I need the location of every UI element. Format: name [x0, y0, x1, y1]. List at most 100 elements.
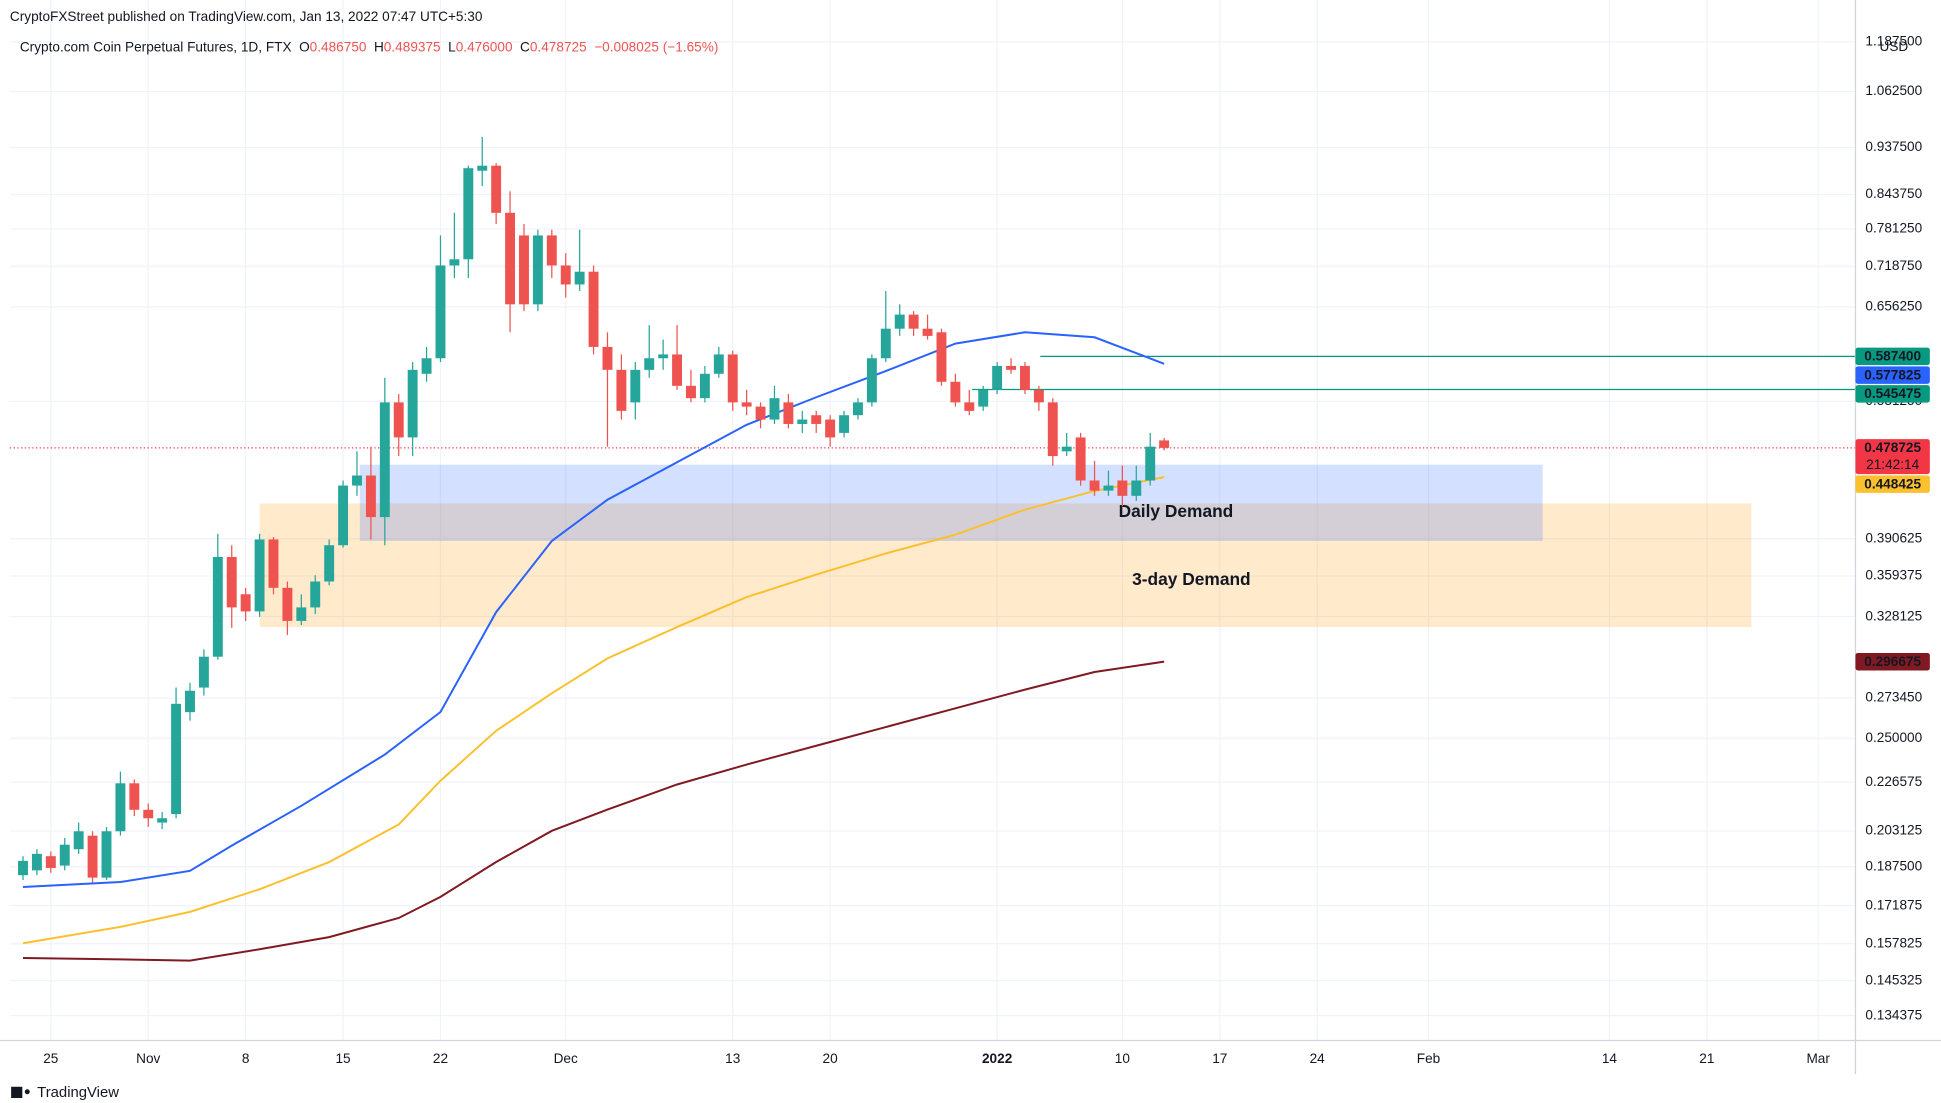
- candle-body: [1089, 480, 1100, 491]
- candle-body: [741, 402, 752, 407]
- ohlc-value: 0.476000: [456, 39, 513, 54]
- candle-body: [282, 587, 293, 621]
- candle-body: [171, 703, 182, 815]
- x-tick-label: 8: [242, 1051, 250, 1066]
- ohlc-key: L: [448, 39, 456, 54]
- y-tick-label: 0.843750: [1865, 186, 1922, 201]
- candle-body: [546, 235, 557, 266]
- candle-body: [198, 656, 209, 688]
- x-tick-label: Dec: [554, 1051, 578, 1066]
- candle-body: [769, 398, 780, 420]
- candle-body: [672, 354, 683, 386]
- candle-body: [964, 402, 975, 411]
- candle-body: [699, 373, 710, 399]
- x-tick-label: 20: [823, 1051, 839, 1066]
- candle-body: [880, 328, 891, 359]
- candle-body: [59, 844, 70, 866]
- candle-body: [950, 381, 961, 403]
- candle-body: [1075, 437, 1086, 481]
- y-tick-label: 0.273450: [1865, 690, 1922, 705]
- candle-body: [908, 314, 919, 329]
- candle-body: [1117, 480, 1128, 496]
- price-label: 0.545475: [1864, 386, 1921, 401]
- footer: TradingView: [37, 1084, 119, 1101]
- price-label-box: [1855, 475, 1930, 493]
- x-tick-label: 14: [1602, 1051, 1618, 1066]
- y-tick-label: 0.134375: [1865, 1007, 1922, 1022]
- candle-body: [435, 265, 446, 359]
- price-label: 0.587400: [1864, 349, 1921, 364]
- logo-mark: [11, 1086, 23, 1099]
- candle-body: [1047, 402, 1058, 457]
- y-tick-label: 0.187500: [1865, 858, 1922, 873]
- ohlc-value: 0.486750: [310, 39, 367, 54]
- candle-body: [588, 271, 599, 347]
- candle-body: [185, 690, 195, 713]
- price-label: 0.478725: [1864, 440, 1921, 455]
- price-label: 0.577825: [1864, 367, 1921, 382]
- currency: USD: [1880, 39, 1909, 54]
- y-tick-label: 0.226575: [1865, 774, 1922, 789]
- price-labels: 0.587400 0.577825 0.545475 0.478725 21:42:14…: [1855, 347, 1930, 671]
- candle-body: [783, 402, 794, 424]
- candle-body: [727, 354, 738, 403]
- candle-body: [379, 402, 390, 518]
- countdown: 21:42:14: [1866, 457, 1919, 472]
- price-axis-bg: [1855, 0, 1941, 1075]
- candle-body: [505, 212, 516, 305]
- candle-body: [477, 165, 488, 171]
- candle-body: [407, 369, 418, 438]
- x-tick-label: 24: [1310, 1051, 1326, 1066]
- demand-zone: [359, 464, 1543, 541]
- price-label-box: [1855, 652, 1930, 671]
- candle-body: [1131, 480, 1142, 496]
- candle-body: [839, 415, 850, 433]
- candle-body: [616, 369, 627, 411]
- moving-average: [22, 476, 1165, 945]
- y-tick-label: 0.145325: [1865, 972, 1922, 987]
- candle-body: [45, 856, 56, 868]
- y-tick-label: 0.390625: [1865, 530, 1922, 545]
- zone-label: Daily Demand: [1119, 501, 1234, 521]
- legend: Crypto.com Coin Perpetual Futures, 1D, F…: [20, 39, 719, 54]
- candle-body: [310, 581, 321, 608]
- moving-average: [22, 660, 1165, 962]
- candle-body: [449, 259, 460, 266]
- candle-body: [254, 539, 265, 612]
- candle-body: [560, 265, 571, 285]
- ohlc-key: H: [374, 39, 384, 54]
- x-tick-label: Nov: [136, 1051, 160, 1066]
- ohlc-key: O: [299, 39, 310, 54]
- candle-body: [644, 358, 655, 370]
- candle-body: [630, 369, 641, 403]
- candle-body: [853, 402, 863, 416]
- candle-body: [922, 328, 933, 336]
- candle-body: [226, 556, 237, 608]
- symbol: Crypto.com Coin Perpetual Futures, 1D, F…: [20, 39, 292, 54]
- ohlc-value: 0.478725: [530, 39, 587, 54]
- candle-body: [1103, 485, 1114, 491]
- y-tick-label: 0.359375: [1865, 568, 1922, 583]
- ohlc-value: 0.489375: [384, 39, 441, 54]
- candle-body: [894, 314, 905, 329]
- x-tick-label: 17: [1212, 1051, 1227, 1066]
- candle-body: [755, 406, 766, 420]
- candle-body: [129, 783, 140, 810]
- y-tick-label: 1.062500: [1865, 83, 1922, 98]
- candle-body: [713, 354, 724, 374]
- candle-body: [352, 475, 362, 486]
- candle-body: [1159, 440, 1170, 448]
- candle-body: [463, 168, 474, 260]
- candle-body: [1145, 446, 1156, 481]
- candle-body: [18, 860, 28, 876]
- candle-body: [268, 539, 279, 588]
- x-tick-label: Feb: [1417, 1051, 1441, 1066]
- candle-body: [143, 809, 154, 819]
- candle-body: [1061, 446, 1072, 452]
- candle-body: [992, 365, 1003, 390]
- candle-body: [978, 389, 989, 407]
- price-label-box: [1855, 366, 1930, 384]
- candle-body: [797, 419, 808, 424]
